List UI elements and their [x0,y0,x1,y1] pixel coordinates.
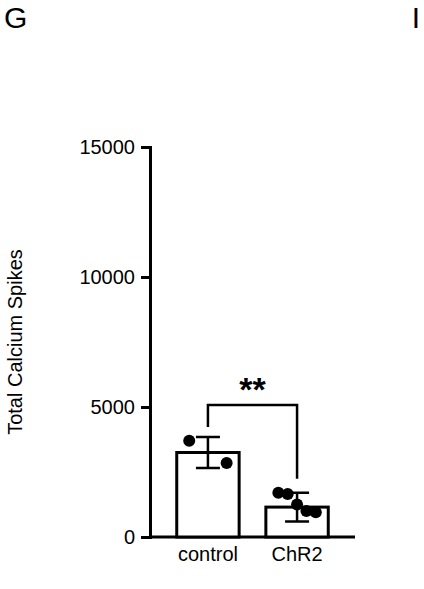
significance-bracket [208,405,297,479]
significance-label: ** [239,370,266,408]
y-tick: 0 [124,526,150,548]
y-tick-mark [141,406,150,409]
y-tick-mark [141,536,150,539]
data-point [310,506,322,518]
panel-label: I [412,1,420,34]
y-tick-label: 15000 [79,136,135,158]
data-point [282,488,294,500]
data-point [183,435,195,447]
y-tick: 5000 [91,396,151,418]
error-bar [196,437,220,468]
data-point [221,457,233,469]
y-tick-mark [141,276,150,279]
plot-area [177,435,329,537]
y-tick-label: 5000 [91,396,136,418]
x-tick: ChR2 [271,537,322,565]
y-tick-label: 10000 [79,266,135,288]
x-axis: control ChR2 [150,537,355,565]
y-axis-line [141,148,151,538]
y-axis: 0 5000 10000 15000 [79,136,150,548]
panel-label: G [4,1,27,34]
y-tick-label: 0 [124,526,135,548]
x-tick: control [178,537,238,565]
y-axis-title: Total Calcium Spikes [4,249,26,435]
chart: 0 5000 10000 15000 control ChR2 Total Calcium … [0,0,424,589]
y-tick: 10000 [79,266,150,288]
x-tick-label: control [178,543,238,565]
y-tick-mark [141,146,150,149]
x-tick-label: ChR2 [271,543,322,565]
y-tick: 15000 [79,136,150,158]
